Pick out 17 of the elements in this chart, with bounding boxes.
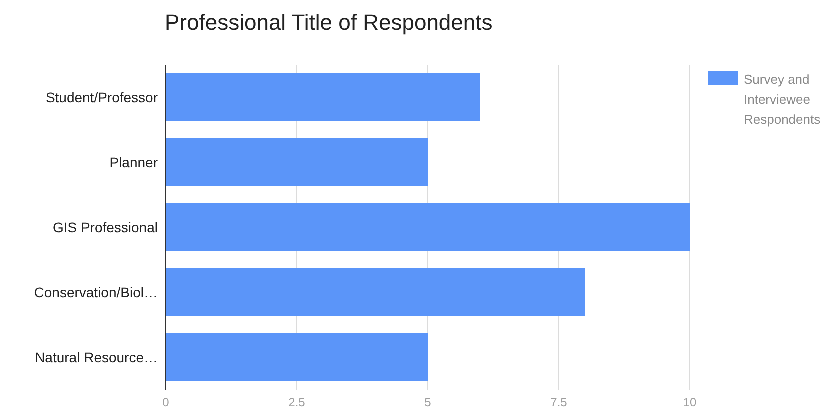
y-tick-label: Conservation/Biol… <box>34 284 158 300</box>
bar <box>166 138 428 186</box>
x-tick-label: 2.5 <box>288 396 306 410</box>
x-tick-label: 10 <box>683 396 697 410</box>
x-tick-label: 7.5 <box>550 396 568 410</box>
bar <box>166 73 480 122</box>
x-tick-label: 5 <box>424 396 432 410</box>
chart-title: Professional Title of Respondents <box>165 10 493 36</box>
bar <box>166 203 690 252</box>
legend-label: Survey and Interviewee Respondents <box>744 71 822 129</box>
bar <box>166 333 428 382</box>
y-tick-label: Natural Resource… <box>35 349 158 366</box>
x-tick-label: 0 <box>162 396 170 410</box>
y-tick-label: GIS Professional <box>52 219 158 236</box>
y-tick-label: Planner <box>110 154 158 170</box>
bar <box>166 268 586 316</box>
y-tick-label: Student/Professor <box>46 89 158 106</box>
